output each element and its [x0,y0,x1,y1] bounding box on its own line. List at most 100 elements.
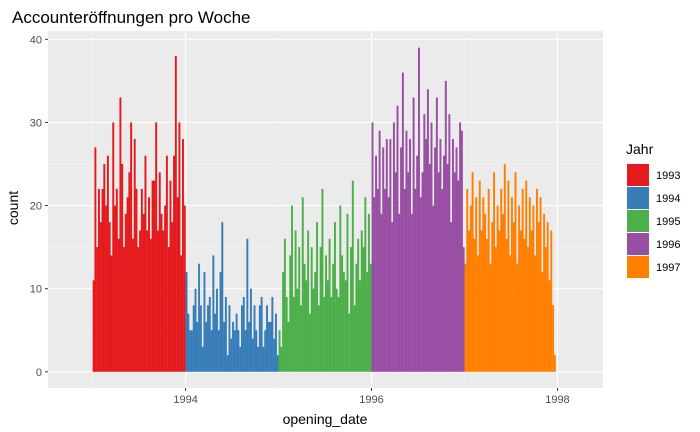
bar-1994 [214,313,217,372]
bar-1997 [544,247,547,372]
bar-1994 [201,346,204,372]
bar-1997 [541,272,544,372]
bar-1995 [364,197,367,372]
bar-1993 [131,238,134,372]
bar-1995 [283,238,286,372]
bar-1996 [425,139,428,372]
bar-1997 [473,238,476,372]
bar-1996 [435,97,438,372]
bar-1994 [221,222,224,372]
bar-1997 [512,222,515,372]
bar-1993 [169,180,172,372]
bar-1994 [251,338,254,372]
bar-1996 [426,89,429,372]
bar-1996 [391,222,394,372]
bar-1994 [207,305,209,372]
legend-swatch-1996 [627,233,649,255]
bar-1994 [258,305,261,372]
bar-1995 [280,346,283,372]
bar-1993 [182,139,184,372]
legend-label-1994: 1994 [656,193,680,205]
y-tick-label: 30 [30,117,42,129]
bar-1997 [532,205,535,372]
bar-1993 [119,97,122,372]
bar-1996 [421,172,424,372]
bar-1993 [115,188,118,372]
y-tick-label: 0 [36,367,42,379]
bar-1997 [546,222,549,372]
bar-1996 [387,197,390,372]
bar-1994 [190,330,193,372]
bar-1994 [274,313,277,372]
x-tick-label: 1996 [359,394,383,406]
bar-1994 [246,238,249,372]
bar-1995 [303,263,306,372]
legend: Jahr 1993 1994 1995 1996 1997 [626,141,680,278]
bar-1995 [317,305,320,372]
legend-title: Jahr [626,141,654,157]
bar-1995 [353,305,356,372]
bar-1995 [287,321,290,372]
x-axis: 1994 1996 1998 [173,388,570,406]
bar-1995 [291,205,294,372]
bar-1993 [126,197,129,372]
bar-1993 [151,180,154,372]
bar-1997 [502,213,504,372]
bar-1996 [375,155,378,372]
bar-1994 [192,305,195,372]
bar-1993 [123,247,125,372]
bar-1994 [237,330,240,372]
bar-1997 [505,238,508,372]
bar-1996 [407,172,410,372]
bar-1995 [305,280,308,372]
bar-1996 [428,163,431,372]
bar-1995 [301,197,304,372]
bar-1993 [144,155,147,372]
bar-1995 [339,205,342,372]
bar-1996 [460,130,463,372]
bar-1995 [300,305,302,372]
bar-1994 [208,296,211,372]
bar-1995 [292,296,295,372]
bar-1995 [298,247,301,372]
bar-1995 [316,222,319,372]
bar-1997 [510,197,513,372]
bar-1997 [475,197,478,372]
bar-1996 [443,155,445,372]
bar-1996 [430,122,433,372]
bar-1997 [519,230,522,372]
bar-1997 [484,213,487,372]
bar-1993 [139,230,142,372]
bar-1993 [183,205,186,372]
bar-1996 [382,147,385,372]
bar-1995 [332,263,335,372]
bar-1996 [459,122,462,372]
bar-1997 [469,205,472,372]
bar-1994 [269,321,272,372]
bar-1996 [380,213,383,372]
bar-1996 [419,197,422,372]
bar-1994 [249,288,252,372]
bar-1995 [369,263,372,372]
bar-1995 [346,213,349,372]
bar-1994 [194,288,197,372]
bar-1996 [409,139,411,372]
bar-1993 [96,247,99,372]
bar-1995 [314,272,317,372]
bar-1993 [148,197,150,372]
bar-1994 [210,330,213,372]
bar-1997 [500,188,503,372]
bar-1994 [185,272,188,372]
bar-1997 [534,255,537,372]
y-tick-label: 10 [30,284,42,296]
bar-1993 [158,172,161,372]
bar-1994 [267,321,270,372]
bar-1993 [178,122,181,372]
bar-1997 [527,247,529,372]
bar-1996 [400,147,403,372]
y-axis: 0 10 20 30 40 [30,34,48,379]
bar-1997 [530,230,533,372]
bar-1994 [189,330,192,372]
bar-1993 [97,188,100,372]
